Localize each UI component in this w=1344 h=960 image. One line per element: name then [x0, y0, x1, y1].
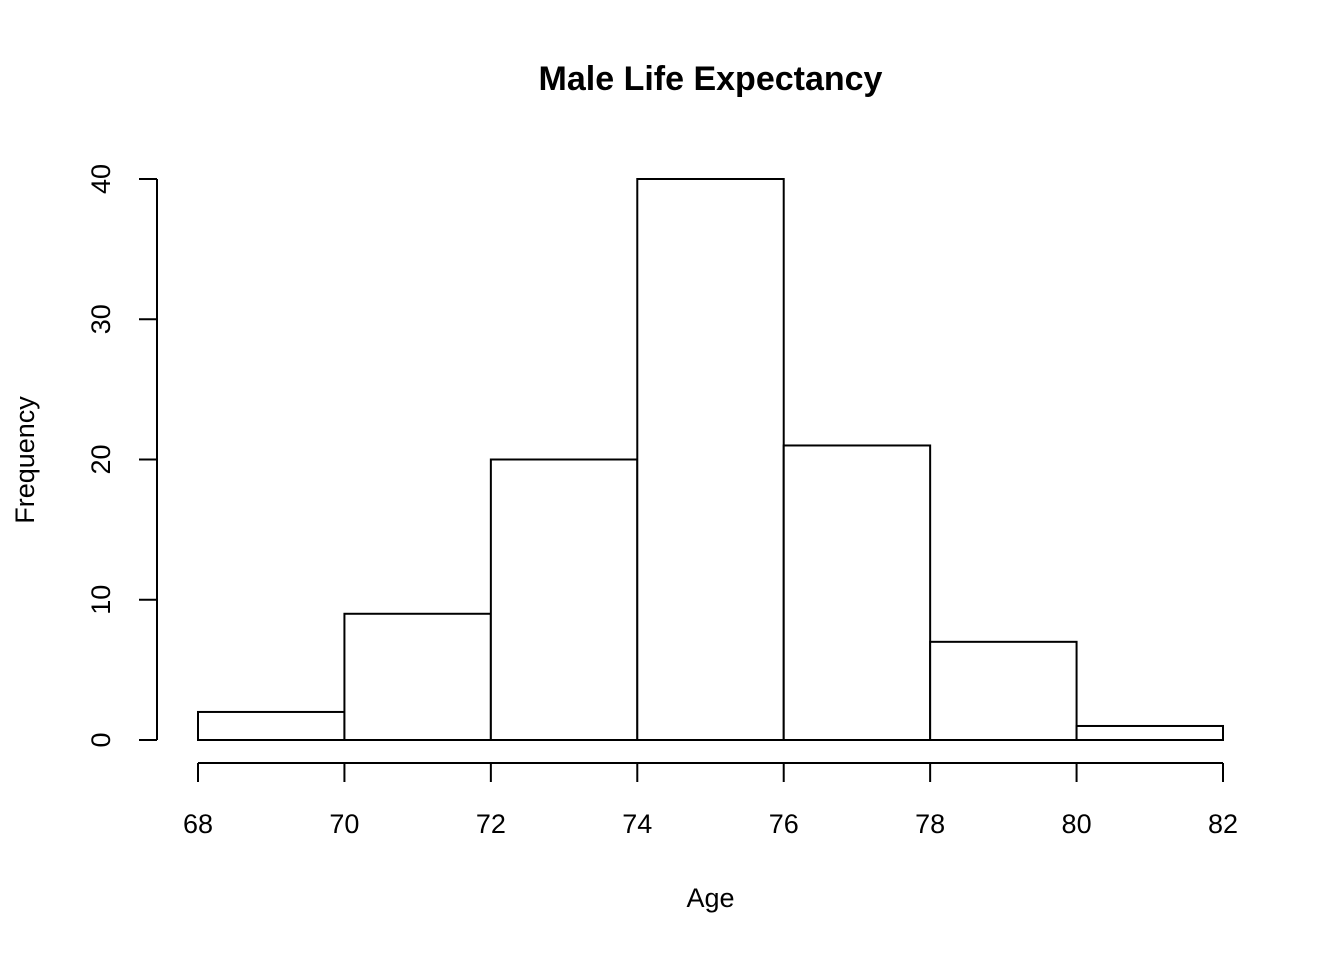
y-tick-label: 10: [86, 585, 116, 615]
y-tick-label: 30: [86, 304, 116, 334]
y-tick-label: 20: [86, 444, 116, 474]
chart-title: Male Life Expectancy: [538, 60, 883, 98]
histogram-bar: [929, 640, 1078, 742]
histogram-bar: [782, 444, 932, 741]
histogram-bar: [489, 458, 639, 741]
y-axis-label: Frequency: [10, 396, 40, 524]
x-tick-label: 68: [183, 809, 213, 839]
x-tick-label: 72: [476, 809, 506, 839]
x-tick-label: 70: [329, 809, 359, 839]
y-tick-label: 0: [86, 732, 116, 747]
x-tick-label: 82: [1208, 809, 1238, 839]
x-tick-label: 80: [1062, 809, 1092, 839]
histogram-bar: [197, 710, 346, 742]
histogram-bar: [1075, 724, 1224, 741]
x-tick-label: 74: [622, 809, 652, 839]
x-axis-label: Age: [686, 883, 735, 913]
histogram-bar: [636, 178, 785, 741]
x-tick-label: 78: [915, 809, 945, 839]
y-tick-label: 40: [86, 164, 116, 194]
x-tick-label: 76: [769, 809, 799, 839]
histogram-bar: [343, 612, 492, 742]
